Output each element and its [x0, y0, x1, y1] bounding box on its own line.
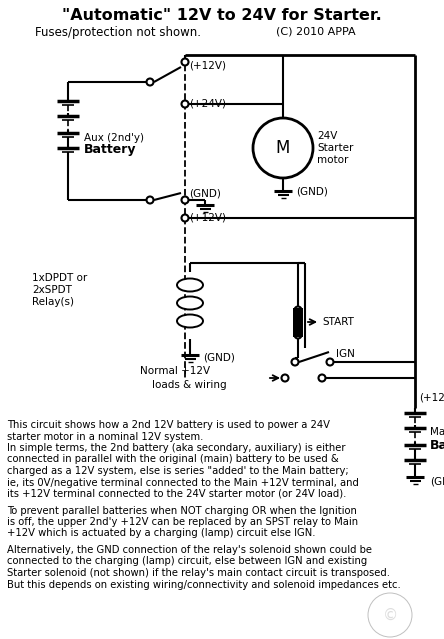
- Text: loads & wiring: loads & wiring: [152, 380, 226, 390]
- Circle shape: [294, 332, 301, 339]
- Circle shape: [182, 59, 189, 66]
- Text: 24V: 24V: [317, 131, 337, 141]
- Text: +12V which is actuated by a charging (lamp) circuit else IGN.: +12V which is actuated by a charging (la…: [7, 528, 316, 539]
- Text: Alternatively, the GND connection of the relay's solenoid shown could be: Alternatively, the GND connection of the…: [7, 545, 372, 555]
- Text: its +12V terminal connected to the 24V starter motor (or 24V load).: its +12V terminal connected to the 24V s…: [7, 489, 346, 499]
- Text: Starter: Starter: [317, 143, 353, 153]
- Text: 1xDPDT or: 1xDPDT or: [32, 273, 87, 283]
- Text: (GND): (GND): [430, 477, 444, 487]
- Text: "Automatic" 12V to 24V for Starter.: "Automatic" 12V to 24V for Starter.: [62, 8, 382, 23]
- Text: (GND): (GND): [189, 188, 221, 198]
- Circle shape: [326, 358, 333, 366]
- Text: Fuses/protection not shown.: Fuses/protection not shown.: [35, 26, 201, 39]
- Circle shape: [147, 197, 154, 203]
- Text: is off, the upper 2nd'y +12V can be replaced by an SPST relay to Main: is off, the upper 2nd'y +12V can be repl…: [7, 517, 358, 527]
- Text: (GND): (GND): [296, 187, 328, 197]
- Text: (+12V): (+12V): [419, 393, 444, 403]
- Text: ©: ©: [382, 608, 398, 622]
- Text: connected to the charging (lamp) circuit, else between IGN and existing: connected to the charging (lamp) circuit…: [7, 557, 367, 567]
- Text: (GND): (GND): [203, 353, 235, 363]
- Text: (+12V): (+12V): [189, 213, 226, 223]
- Text: connected in parallel with the original (main) battery to be used &: connected in parallel with the original …: [7, 454, 339, 465]
- Text: (+12V): (+12V): [189, 61, 226, 71]
- Text: (C) 2010 APPA: (C) 2010 APPA: [276, 26, 356, 36]
- Text: M: M: [276, 139, 290, 157]
- Text: Battery: Battery: [84, 144, 136, 157]
- Ellipse shape: [177, 296, 203, 309]
- Circle shape: [294, 307, 301, 314]
- Text: START: START: [322, 317, 354, 327]
- Text: To prevent parallel batteries when NOT charging OR when the Ignition: To prevent parallel batteries when NOT c…: [7, 505, 357, 516]
- Text: Relay(s): Relay(s): [32, 297, 74, 307]
- Circle shape: [281, 374, 289, 381]
- Text: ie, its 0V/negative terminal connected to the Main +12V terminal, and: ie, its 0V/negative terminal connected t…: [7, 477, 359, 488]
- Text: Main (Orig): Main (Orig): [430, 427, 444, 437]
- Circle shape: [253, 118, 313, 178]
- Bar: [293, 308, 303, 337]
- Text: Battery: Battery: [430, 440, 444, 452]
- Text: IGN: IGN: [336, 349, 355, 359]
- Text: This circuit shows how a 2nd 12V battery is used to power a 24V: This circuit shows how a 2nd 12V battery…: [7, 420, 330, 430]
- Text: Aux (2nd'y): Aux (2nd'y): [84, 133, 144, 143]
- Text: 2xSPDT: 2xSPDT: [32, 285, 72, 295]
- Text: But this depends on existing wiring/connectivity and solenoid impedances etc.: But this depends on existing wiring/conn…: [7, 580, 401, 590]
- Ellipse shape: [177, 314, 203, 328]
- Text: Normal +12V: Normal +12V: [140, 366, 210, 376]
- Text: starter motor in a nominal 12V system.: starter motor in a nominal 12V system.: [7, 431, 203, 442]
- Circle shape: [318, 374, 325, 381]
- Circle shape: [182, 197, 189, 203]
- Circle shape: [182, 100, 189, 107]
- Circle shape: [182, 215, 189, 222]
- Text: Starter solenoid (not shown) if the relay's main contact circuit is transposed.: Starter solenoid (not shown) if the rela…: [7, 568, 390, 578]
- Circle shape: [292, 358, 298, 366]
- Text: charged as a 12V system, else is series "added' to the Main battery;: charged as a 12V system, else is series …: [7, 466, 349, 476]
- Text: (+24V): (+24V): [189, 99, 226, 109]
- Text: motor: motor: [317, 155, 349, 165]
- Circle shape: [147, 79, 154, 86]
- Ellipse shape: [177, 279, 203, 291]
- Text: In simple terms, the 2nd battery (aka secondary, auxiliary) is either: In simple terms, the 2nd battery (aka se…: [7, 443, 345, 453]
